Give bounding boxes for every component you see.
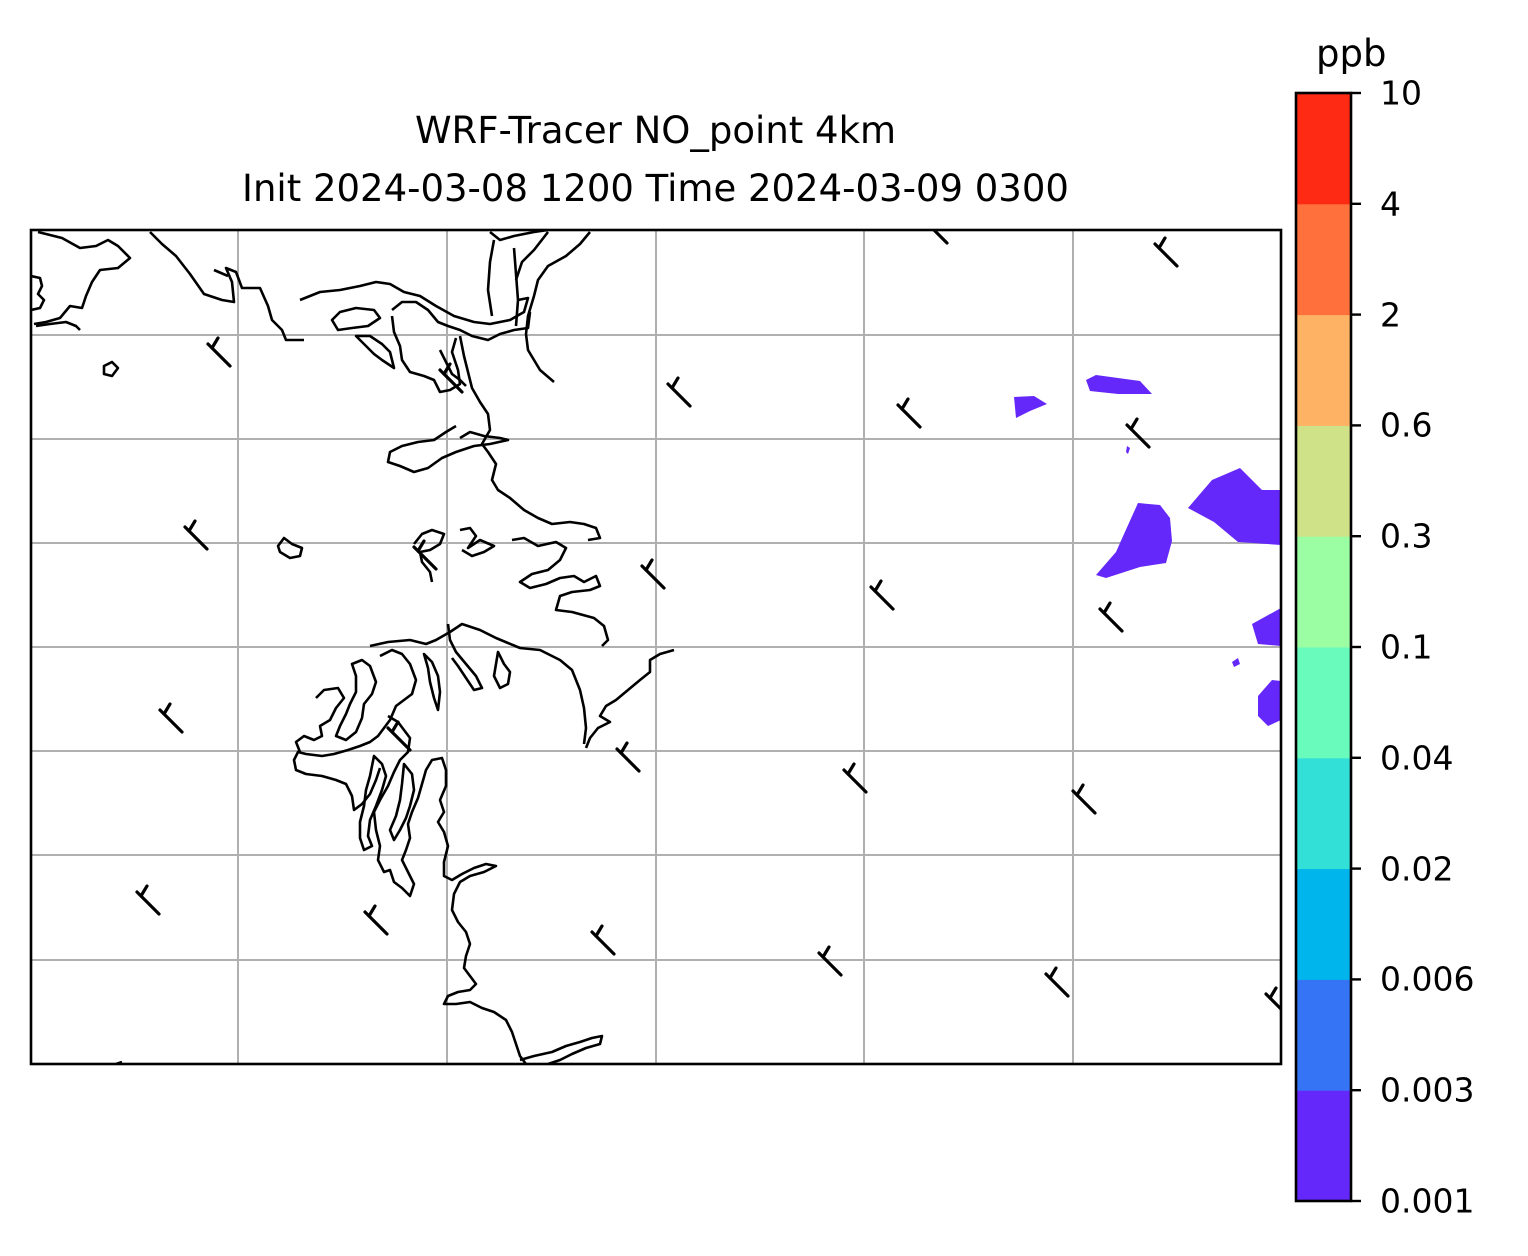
colorbar-tick-label: 0.02 [1380,849,1454,889]
plume-patch [1258,680,1281,726]
map-border [29,228,1283,1066]
coastline [213,268,229,278]
coastline [519,1034,604,1064]
colorbar-tick-label: 4 [1380,184,1401,224]
plume-patch [1086,375,1152,394]
map-title-line2: Init 2024-03-08 1200 Time 2024-03-09 030… [242,167,1069,210]
colorbar-band [1296,647,1351,759]
colorbar-band [1296,868,1351,980]
coastline [584,648,675,749]
wind-barb [1264,986,1281,1012]
coastline [31,274,46,312]
coastline [458,335,602,542]
coastline [354,334,396,370]
wind-barb [1071,783,1097,815]
coastline [390,315,462,394]
plume-patch [1252,608,1281,646]
plume-patch [1096,503,1172,578]
coastline [292,648,418,812]
colorbar-band [1296,979,1351,1091]
colorbar-tick-label: 0.3 [1380,516,1433,556]
colorbar-band [1296,314,1351,426]
wind-barb [412,539,438,571]
wind-barb [438,362,464,394]
plume-patch [1188,468,1281,545]
coastline [486,239,496,317]
tracer-plume [1014,375,1281,726]
colorbar-band [1296,425,1351,537]
coastline [438,349,467,387]
colorbar-tick-label: 0.001 [1380,1181,1475,1221]
coastline [294,686,346,753]
wind-barb [640,558,666,590]
wind-barb [869,579,895,611]
wind-barb [590,924,616,956]
wind-barb [135,884,161,916]
wind-barb [931,230,949,245]
coastline [524,231,591,383]
coastline [512,247,520,301]
colorbar-tick-marks [1351,91,1361,1203]
coastline [489,230,549,242]
wind-barb [1153,236,1179,268]
coastlines [31,230,675,1064]
wind-barbs [135,230,1281,1012]
colorbar-band [1296,536,1351,648]
coastline [446,623,484,692]
coastline [369,622,588,745]
colorbar-tick-label: 0.1 [1380,627,1433,667]
wind-barb [817,945,843,977]
coastline [276,536,304,560]
wind-barb [183,519,209,551]
colorbar-tick-label: 0.003 [1380,1070,1475,1110]
coastline [372,714,528,1064]
plume-patch [1126,446,1130,454]
wind-barb [206,336,232,368]
coastline [412,528,446,583]
colorbar-band [1296,757,1351,870]
colorbar-band [1296,203,1351,316]
plume-patch [1014,396,1047,418]
colorbar-tick-label: 10 [1380,73,1422,113]
wind-barb [615,741,641,773]
coastline [299,280,530,327]
wind-barb [363,904,389,936]
colorbar-tick-label: 2 [1380,295,1401,335]
colorbar-tick-label: 0.04 [1380,738,1454,778]
colorbar-tick-label: 0.6 [1380,405,1433,445]
coastline [388,762,416,842]
coastline [492,650,512,690]
wind-barb [1125,417,1151,449]
coastline [459,526,496,558]
wind-barb [666,376,692,408]
coastline [386,424,510,474]
wind-barb [896,397,922,429]
wind-barb [386,720,412,752]
coastline [33,230,132,326]
colorbar-tick-label: 0.006 [1380,959,1475,999]
coastline [358,754,388,852]
colorbar-band [1296,93,1351,205]
colorbar-unit-label: ppb [1316,32,1387,75]
wind-barb [158,702,184,734]
coastline [422,652,442,712]
coastline [35,320,81,331]
coastline [149,231,304,342]
coastline [391,300,532,342]
colorbar-band [1296,1090,1351,1202]
coastline [514,231,550,281]
plume-patch [1232,658,1240,667]
coastline [330,306,382,332]
wind-barb [842,762,868,794]
wind-barb [1098,601,1124,633]
coastline [511,536,610,647]
map-title-line1: WRF-Tracer NO_point 4km [414,109,897,152]
colorbar-bands [1296,93,1351,1202]
coastline [102,360,120,378]
coastline [334,658,378,742]
wind-barb [1044,966,1070,998]
